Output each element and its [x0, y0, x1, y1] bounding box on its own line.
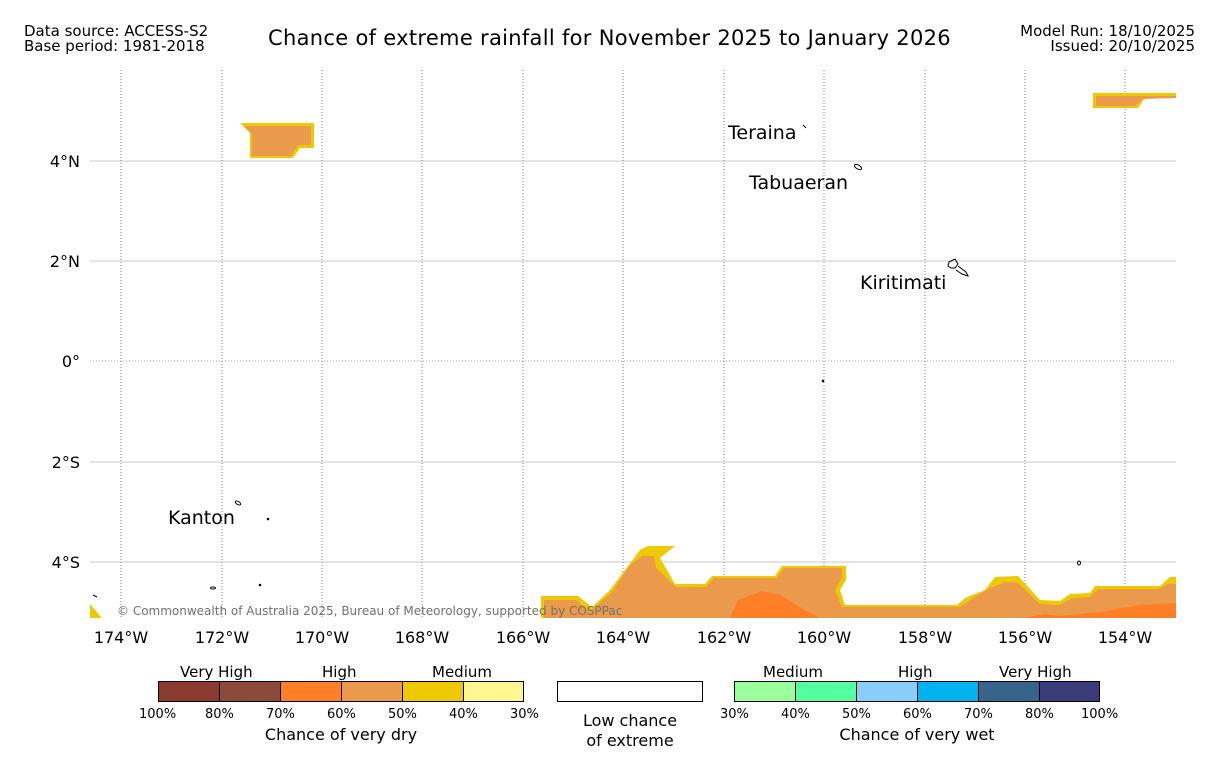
- wet-pct-70: 70%: [964, 707, 993, 722]
- dry-pct-70: 70%: [266, 707, 295, 722]
- lon-label-166w: 166°W: [496, 628, 551, 647]
- wet-swatch-60-70: [917, 681, 978, 702]
- low-chance-swatch: [557, 681, 703, 702]
- wet-swatch-70-80: [978, 681, 1039, 702]
- dry-pct-100: 100%: [139, 707, 177, 722]
- place-label-tabuaeran: Tabuaeran: [748, 172, 848, 194]
- header-right: Model Run: 18/10/2025 Issued: 20/10/2025: [1020, 24, 1195, 54]
- wet-swatch-50-60: [856, 681, 917, 702]
- wet-swatch-40-50: [795, 681, 856, 702]
- header-left: Data source: ACCESS-S2 Base period: 1981…: [24, 24, 208, 54]
- lat-label-2s: 2°S: [52, 453, 80, 472]
- dry-swatch-70-60: [280, 681, 341, 702]
- low-chance-line1: Low chance: [582, 711, 678, 730]
- low-chance-line2: of extreme: [586, 731, 674, 750]
- longitude-gridlines: [120, 70, 1126, 618]
- wet-pct-80: 80%: [1025, 707, 1054, 722]
- dry-swatch-100-80: [158, 681, 219, 702]
- lon-label-154w: 154°W: [1098, 628, 1153, 647]
- wet-category-medium: Medium: [763, 663, 823, 681]
- lon-label-170w: 170°W: [295, 628, 350, 647]
- tabuaeran-island: [853, 163, 863, 171]
- base-period-text: Base period: 1981-2018: [24, 37, 205, 55]
- lat-label-0: 0°: [62, 352, 80, 371]
- wet-swatch-30-40: [734, 681, 795, 702]
- lat-label-4s: 4°S: [52, 553, 80, 572]
- dry-pct-30: 30%: [510, 707, 539, 722]
- lat-label-2n: 2°N: [50, 252, 80, 271]
- wet-pct-50: 50%: [842, 707, 871, 722]
- kanton-island: [234, 500, 242, 506]
- dry-region-north-west: [240, 123, 314, 158]
- wet-pct-100: 100%: [1081, 707, 1119, 722]
- lon-label-164w: 164°W: [596, 628, 651, 647]
- data-source-text: Data source: ACCESS-S2: [24, 22, 209, 40]
- dry-region-north-east: [1093, 93, 1176, 108]
- wet-category-high: High: [898, 663, 933, 681]
- dry-legend-label: Chance of very dry: [264, 725, 418, 744]
- dry-category-very-high: Very High: [180, 663, 253, 681]
- dry-pct-60: 60%: [327, 707, 356, 722]
- lon-label-174w: 174°W: [94, 628, 149, 647]
- dry-pct-40: 40%: [449, 707, 478, 722]
- islet-3: [258, 583, 262, 587]
- dry-pct-50: 50%: [388, 707, 417, 722]
- place-label-teraina: Teraina: [727, 122, 797, 144]
- model-run-text: Model Run: 18/10/2025: [1020, 22, 1195, 40]
- teraina-island: [802, 124, 807, 129]
- lon-label-158w: 158°W: [898, 628, 953, 647]
- wet-category-very-high: Very High: [999, 663, 1072, 681]
- latitude-gridlines: [90, 160, 1176, 563]
- wet-pct-30: 30%: [720, 707, 749, 722]
- lon-label-162w: 162°W: [697, 628, 752, 647]
- islet-5: [1077, 560, 1081, 566]
- place-label-kiritimati: Kiritimati: [860, 272, 946, 294]
- lon-label-172w: 172°W: [195, 628, 250, 647]
- map-title: Chance of extreme rainfall for November …: [268, 26, 951, 50]
- low-chance-label: Low chance of extreme: [557, 711, 703, 751]
- dry-category-medium: Medium: [432, 663, 492, 681]
- lon-label-160w: 160°W: [797, 628, 852, 647]
- islet-1: [266, 517, 270, 521]
- dry-swatch-80-70: [219, 681, 280, 702]
- kiritimati-island: [947, 258, 969, 277]
- lat-label-4n: 4°N: [50, 152, 80, 171]
- dry-swatch-40-30: [463, 681, 524, 702]
- issued-text: Issued: 20/10/2025: [1050, 37, 1195, 55]
- wet-legend-label: Chance of very wet: [839, 725, 995, 744]
- longitude-tick-labels: 174°W 172°W 170°W 168°W 166°W 164°W 162°…: [94, 628, 1153, 647]
- wet-pct-60: 60%: [903, 707, 932, 722]
- islands: [92, 124, 1081, 598]
- wet-pct-40: 40%: [781, 707, 810, 722]
- islet-2: [210, 586, 216, 590]
- wet-swatch-80-100: [1039, 681, 1100, 702]
- lon-label-156w: 156°W: [998, 628, 1053, 647]
- islet-4: [821, 379, 825, 383]
- latitude-tick-labels: 4°N 2°N 0° 2°S 4°S: [50, 152, 80, 572]
- dry-category-high: High: [322, 663, 357, 681]
- dry-pct-80: 80%: [205, 707, 234, 722]
- islet-6: [92, 594, 98, 598]
- copyright-text: © Commonwealth of Australia 2025, Bureau…: [117, 604, 622, 618]
- lon-label-168w: 168°W: [395, 628, 450, 647]
- dry-region-south: [90, 546, 1176, 618]
- dry-swatch-60-50: [341, 681, 402, 702]
- place-label-kanton: Kanton: [168, 507, 235, 529]
- dry-swatch-50-40: [402, 681, 463, 702]
